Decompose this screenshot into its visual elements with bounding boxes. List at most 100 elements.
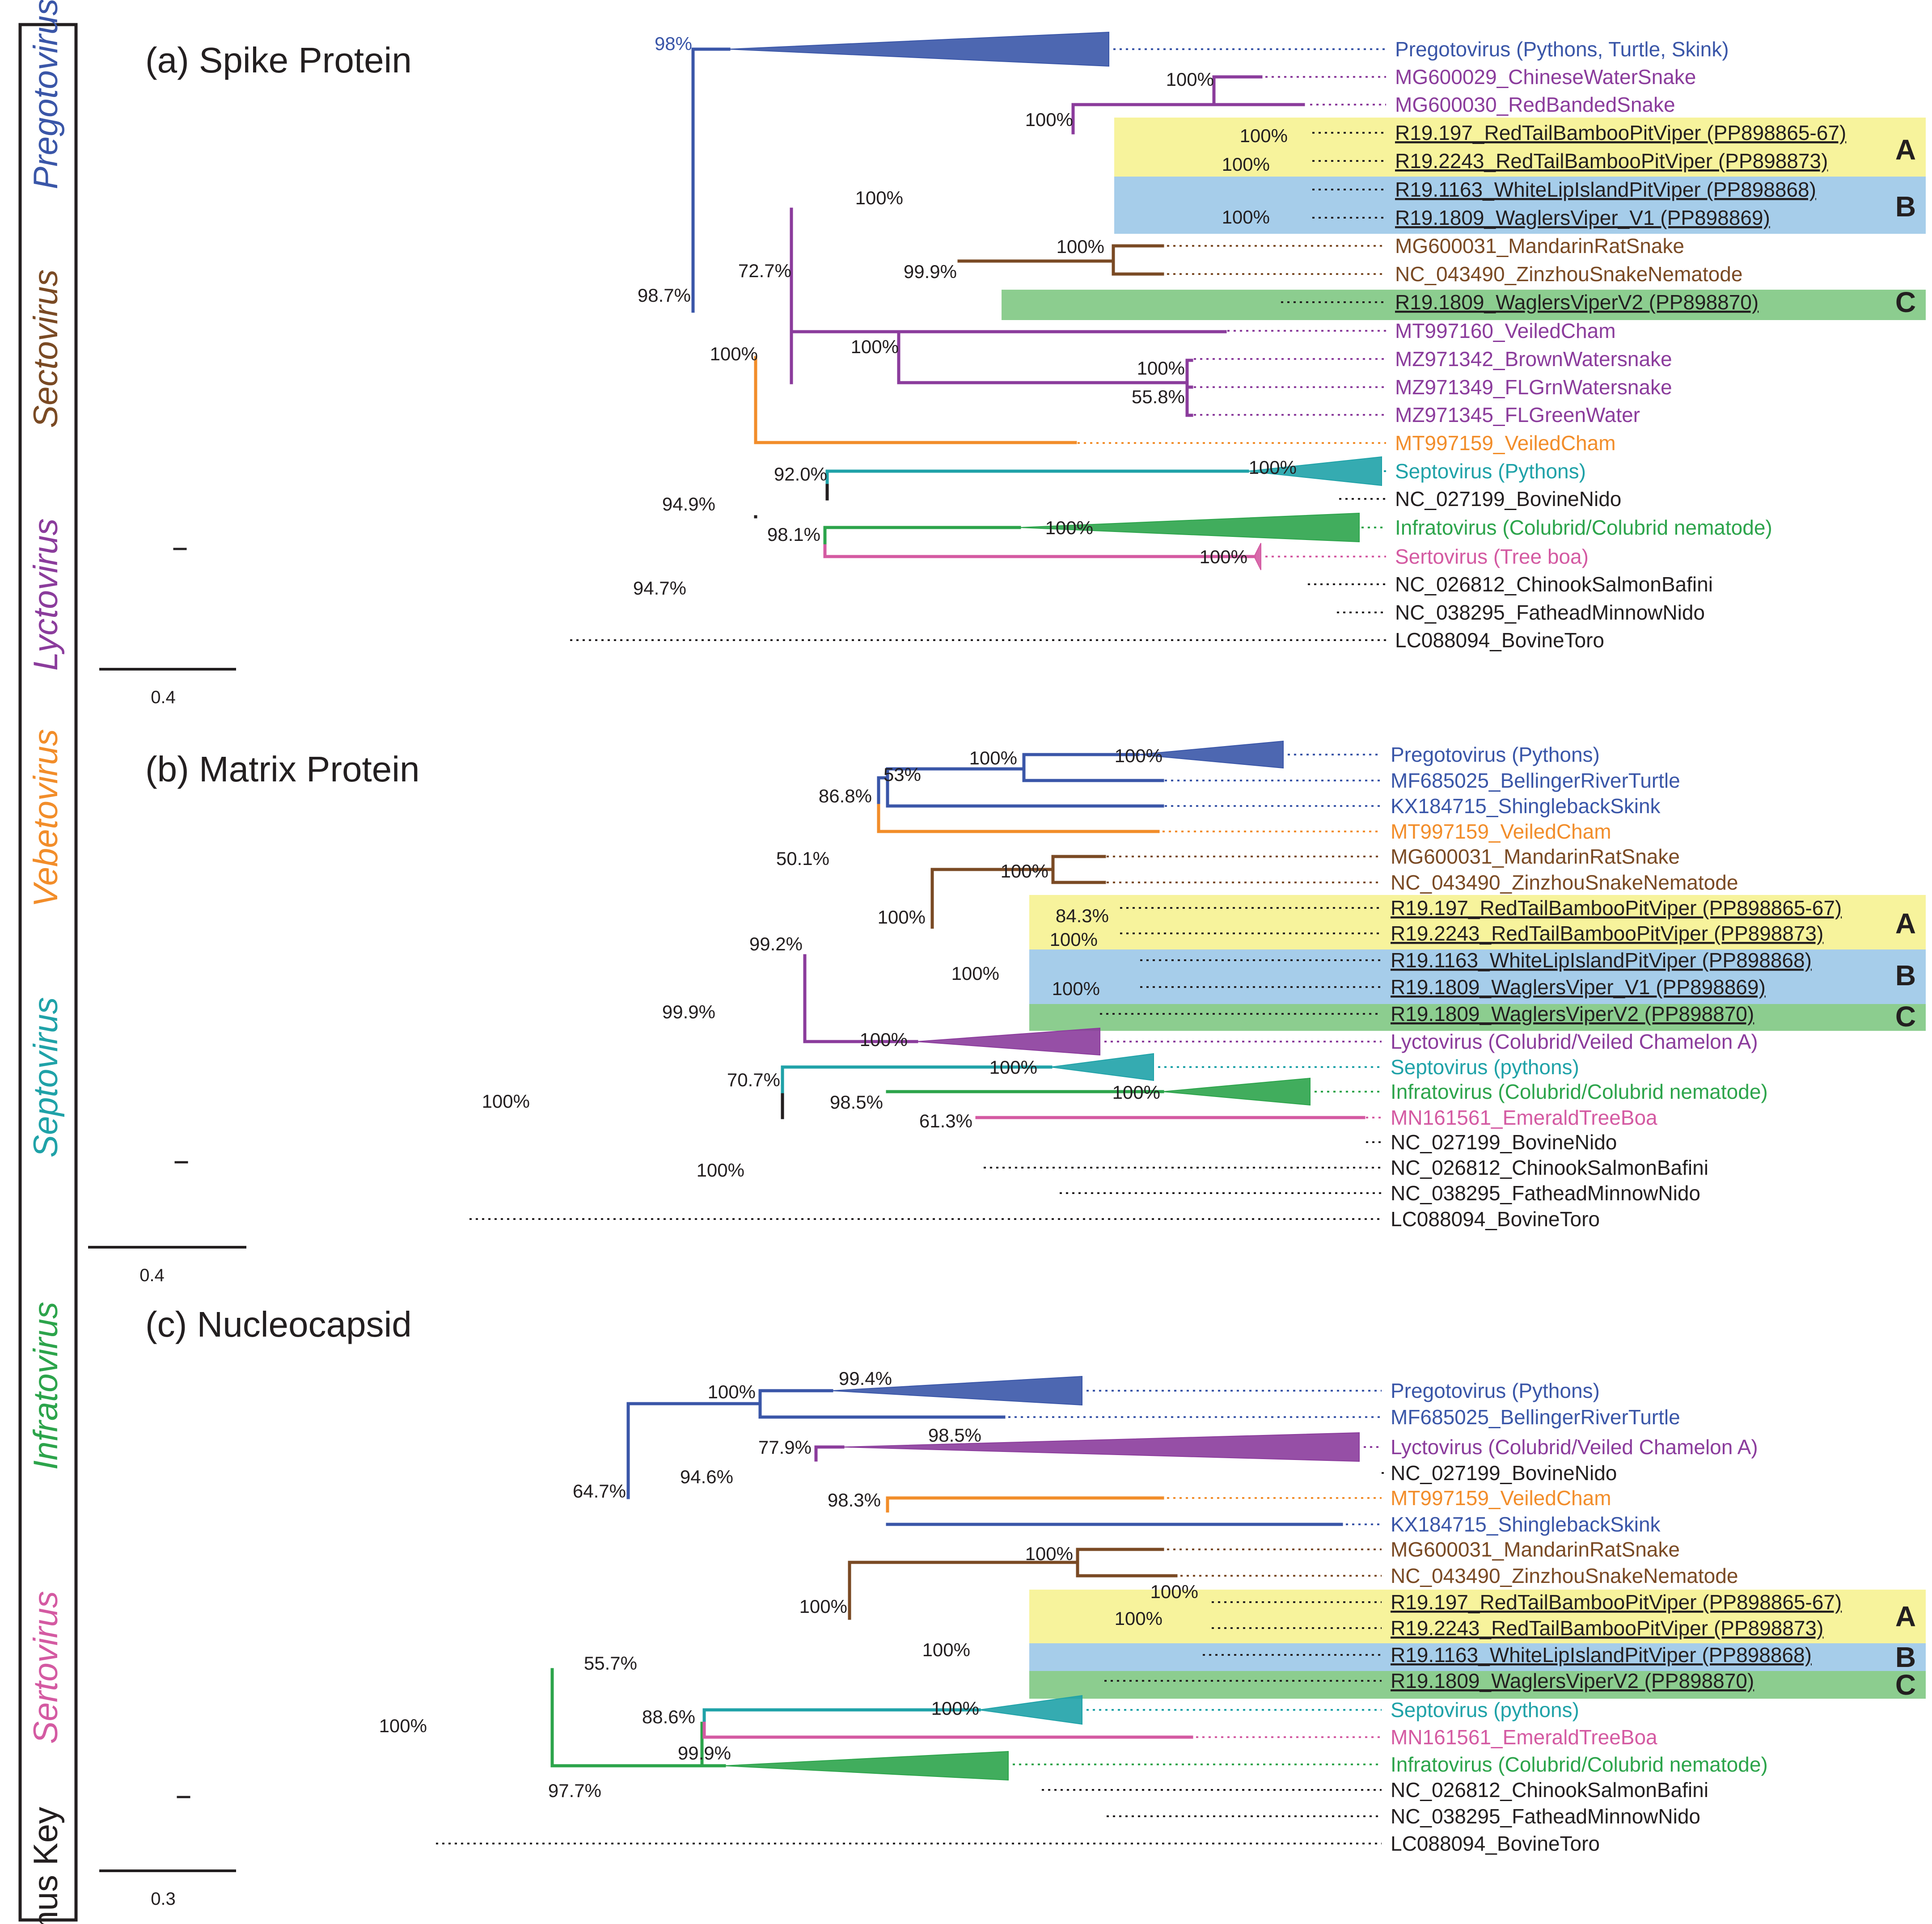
support-value: 100% xyxy=(969,747,1017,768)
group-letter: C xyxy=(1895,286,1916,318)
genus-key-vebetovirus: Vebetovirus xyxy=(27,729,65,907)
support-value: 100% xyxy=(708,1381,756,1402)
leaf-label: KX184715_ShinglebackSkink xyxy=(1391,1513,1661,1536)
leaf-label: MZ971342_BrownWatersnake xyxy=(1395,347,1672,371)
leaf-label: Infratovirus (Colubrid/Colubrid nematode… xyxy=(1395,516,1772,539)
support-value: 100% xyxy=(799,1596,847,1617)
genus-key-infratovirus: Infratovirus xyxy=(27,1302,65,1470)
septovirus-collapsed xyxy=(1247,456,1382,486)
support-value: 100% xyxy=(1025,109,1073,130)
leaf-label: NC_027199_BovineNido xyxy=(1395,487,1621,511)
leaf-label: MG600030_RedBandedSnake xyxy=(1395,93,1675,116)
genus-key-sertovirus: Sertovirus xyxy=(27,1591,65,1744)
support-value: 99.4% xyxy=(839,1368,892,1389)
pregotovirus-collapsed xyxy=(1137,740,1284,769)
leaf-label: MN161561_EmeraldTreeBoa xyxy=(1391,1726,1657,1749)
leaf-label: NC_043490_ZinzhouSnakeNematode xyxy=(1391,871,1738,894)
support-value: 100% xyxy=(1045,517,1093,538)
leaf-label: Septovirus (pythons) xyxy=(1391,1698,1579,1721)
leaf-label: MF685025_BellingerRiverTurtle xyxy=(1391,769,1680,792)
highlight-band xyxy=(1029,1671,1926,1699)
leaf-label: R19.1809_WaglersViper_V1 (PP898869) xyxy=(1391,975,1766,999)
scale-label: 0.3 xyxy=(151,1889,176,1909)
highlight-band xyxy=(1114,118,1926,177)
support-value: 100% xyxy=(1240,125,1288,146)
support-value: 100% xyxy=(1137,358,1185,379)
leaf-label: Pregotovirus (Pythons) xyxy=(1391,1379,1600,1402)
support-value: 61.3% xyxy=(919,1110,972,1131)
support-value: 70.7% xyxy=(727,1069,780,1090)
support-value: 100% xyxy=(379,1715,427,1736)
support-value: 100% xyxy=(482,1091,530,1112)
leaf-label: MZ971349_FLGrnWatersnake xyxy=(1395,376,1672,399)
support-value: 100% xyxy=(989,1057,1037,1078)
leaf-label: MF685025_BellingerRiverTurtle xyxy=(1391,1405,1680,1429)
support-value: 99.2% xyxy=(749,933,803,954)
leaf-label: R19.197_RedTailBambooPitViper (PP898865-… xyxy=(1391,1591,1842,1614)
support-value: 98% xyxy=(655,33,692,54)
support-value: 100% xyxy=(931,1698,979,1719)
septovirus-collapsed xyxy=(979,1695,1082,1725)
leaf-label: MZ971345_FLGreenWater xyxy=(1395,403,1640,426)
support-value: 53% xyxy=(884,764,921,785)
support-value: 94.6% xyxy=(680,1466,733,1487)
group-letter: C xyxy=(1895,1000,1916,1033)
support-value: 97.7% xyxy=(548,1780,601,1801)
support-value: 99.9% xyxy=(678,1743,731,1764)
genus-key-lyctovirus: Lyctovirus xyxy=(27,519,65,671)
leaf-label: R19.2243_RedTailBambooPitViper (PP898873… xyxy=(1391,1616,1823,1640)
leaf-label: Lyctovirus (Colubrid/Veiled Chamelon A) xyxy=(1391,1435,1758,1459)
support-value: 100% xyxy=(1052,978,1100,999)
support-value: 100% xyxy=(951,963,999,984)
support-value: 100% xyxy=(878,907,926,928)
support-value: 100% xyxy=(1222,207,1270,228)
highlight-band xyxy=(1114,177,1926,234)
highlight-band xyxy=(1029,1590,1926,1643)
leaf-label: NC_026812_ChinookSalmonBafini xyxy=(1391,1778,1708,1802)
leaf-label: Pregotovirus (Pythons) xyxy=(1391,743,1600,766)
genus-key-box xyxy=(18,23,78,1922)
genus-key-pregotovirus: Pregotovirus xyxy=(27,0,65,189)
support-value: 100% xyxy=(922,1639,970,1660)
support-value: 94.7% xyxy=(633,578,686,599)
leaf-label: MN161561_EmeraldTreeBoa xyxy=(1391,1106,1657,1129)
leaf-label: Lyctovirus (Colubrid/Veiled Chamelon A) xyxy=(1391,1030,1758,1053)
group-letter: C xyxy=(1895,1669,1916,1701)
leaf-label: R19.2243_RedTailBambooPitViper (PP898873… xyxy=(1395,149,1828,173)
highlight-band xyxy=(1029,1643,1926,1671)
infratovirus-collapsed xyxy=(1162,1077,1311,1106)
leaf-label: MG600031_MandarinRatSnake xyxy=(1391,1538,1680,1561)
support-value: 100% xyxy=(1249,457,1297,478)
infratovirus-collapsed xyxy=(1019,512,1360,543)
support-value: 99.9% xyxy=(662,1001,715,1022)
leaf-label: MT997159_VeiledCham xyxy=(1391,1486,1611,1510)
support-value: 100% xyxy=(1050,929,1098,950)
leaf-label: NC_043490_ZinzhouSnakeNematode xyxy=(1395,262,1742,286)
leaf-label: R19.2243_RedTailBambooPitViper (PP898873… xyxy=(1391,922,1823,945)
pregotovirus-collapsed xyxy=(728,31,1109,67)
leaf-label: Infratovirus (Colubrid/Colubrid nematode… xyxy=(1391,1753,1768,1776)
leaf-label: MG600031_MandarinRatSnake xyxy=(1391,845,1680,868)
leaf-label: Infratovirus (Colubrid/Colubrid nematode… xyxy=(1391,1080,1768,1103)
pregotovirus-collapsed xyxy=(831,1375,1082,1406)
text-layer: Genus Key Sertovirus Infratovirus Septoviru… xyxy=(27,0,1916,1924)
lyctovirus-collapsed xyxy=(916,1027,1100,1056)
leaf-label: NC_043490_ZinzhouSnakeNematode xyxy=(1391,1564,1738,1587)
highlight-layer xyxy=(1002,118,1926,1699)
leaf-label: NC_038295_FatheadMinnowNido xyxy=(1395,601,1705,624)
support-value: 50.1% xyxy=(776,848,829,869)
highlight-band xyxy=(1029,895,1926,949)
panel-title: (b) Matrix Protein xyxy=(145,749,419,789)
support-value: 94.9% xyxy=(662,494,715,515)
septovirus-collapsed xyxy=(1050,1053,1154,1081)
leaf-label: NC_038295_FatheadMinnowNido xyxy=(1391,1181,1700,1205)
support-value: 100% xyxy=(697,1160,744,1181)
leaf-label: R19.1809_WaglersViperV2 (PP898870) xyxy=(1395,291,1759,314)
support-value: 72.7% xyxy=(738,260,791,281)
support-value: 100% xyxy=(1166,69,1214,90)
group-letter: A xyxy=(1895,1600,1916,1633)
support-value: 100% xyxy=(1112,1082,1160,1103)
support-value: 88.6% xyxy=(642,1706,695,1727)
genus-key-title: Genus Key xyxy=(27,1807,65,1924)
